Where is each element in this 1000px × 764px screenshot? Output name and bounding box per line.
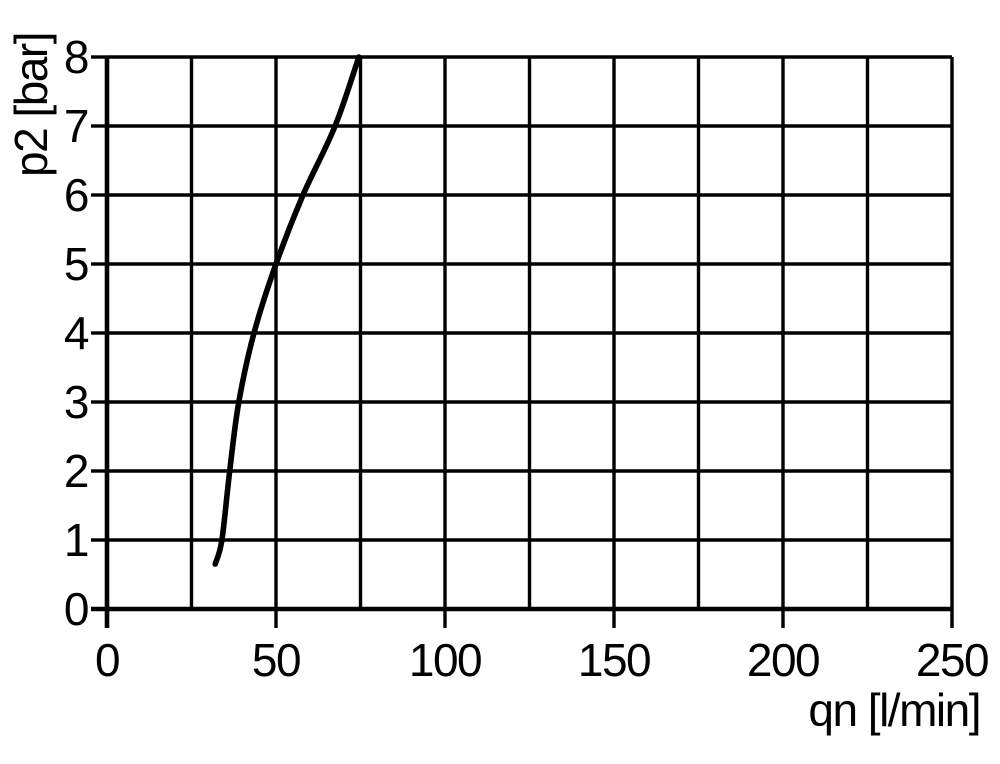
- y-tick-label: 0: [64, 583, 88, 635]
- y-tick-labels: 0 1 2 3 4 5 6 7 8: [64, 31, 91, 635]
- x-tick-label: 250: [916, 634, 988, 686]
- y-tick-label: 3: [64, 376, 88, 428]
- x-tick-label: 100: [409, 634, 481, 686]
- x-tick-label: 0: [95, 634, 119, 686]
- y-axis-ticks: [91, 55, 107, 611]
- y-tick-label: 6: [64, 169, 88, 221]
- x-axis-title: qn [l/min]: [808, 684, 980, 736]
- x-tick-label: 150: [578, 634, 650, 686]
- flow-curve: [212, 54, 362, 567]
- x-axis-ticks: [105, 609, 954, 628]
- y-tick-label: 7: [64, 100, 88, 152]
- y-tick-label: 2: [64, 445, 88, 497]
- y-tick-label: 4: [64, 307, 89, 359]
- grid-lines: [105, 55, 954, 611]
- y-tick-label: 8: [64, 31, 88, 83]
- y-axis-title: p2 [bar]: [5, 33, 57, 177]
- axis-lines: [91, 57, 952, 628]
- x-tick-label: 200: [747, 634, 819, 686]
- x-tick-label: 50: [252, 634, 300, 686]
- y-tick-label: 5: [64, 238, 88, 290]
- x-tick-labels: 0 50 100 150 200 250: [95, 634, 990, 686]
- y-tick-label: 1: [64, 514, 88, 566]
